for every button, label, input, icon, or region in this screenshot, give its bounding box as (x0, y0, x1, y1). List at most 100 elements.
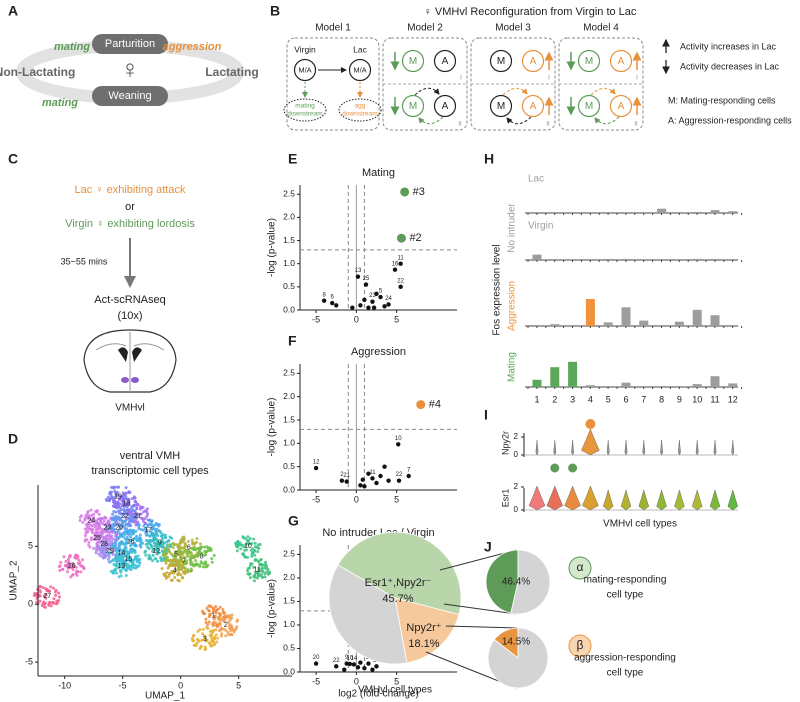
point (358, 303, 363, 308)
x-tick-label: 5 (236, 680, 241, 690)
cell-dot (196, 638, 200, 642)
label: agg (355, 103, 366, 110)
cell-dot (107, 555, 111, 559)
cell-dot (150, 559, 154, 563)
cell-dot (208, 613, 212, 617)
cell-dot (211, 624, 215, 628)
cell-dot (101, 555, 105, 559)
cell-dot (216, 607, 220, 611)
point (382, 464, 387, 469)
cell-dot (160, 567, 164, 571)
cell-dot (180, 567, 184, 571)
cell-dot (163, 536, 167, 540)
cell-dot (230, 613, 234, 617)
cell-dot (224, 634, 228, 638)
cell-dot (245, 569, 249, 573)
cell-dot (171, 546, 175, 550)
cell-dot (145, 514, 149, 518)
cell-dot (213, 614, 217, 618)
cell-dot (186, 539, 190, 543)
cell-dot (44, 593, 48, 597)
cell-dot (57, 591, 61, 595)
cell-dot (118, 524, 122, 528)
cluster (32, 584, 61, 609)
cluster-label: 26 (68, 563, 76, 570)
label: mating (54, 41, 90, 53)
cell-dot (122, 535, 126, 539)
significance-dot (550, 463, 560, 473)
bar (550, 367, 560, 387)
point (362, 297, 367, 303)
cell-dot (179, 573, 183, 577)
violin (713, 439, 717, 456)
cell-dot (198, 647, 202, 651)
cell-dot (88, 545, 92, 549)
cell-dot (52, 601, 56, 605)
cell-dot (83, 539, 87, 543)
label: transcriptomic cell types (91, 465, 209, 477)
cell-dot (46, 589, 50, 593)
cell-dot (85, 526, 89, 530)
bar (621, 307, 631, 326)
cell-dot (207, 608, 211, 612)
cell-dot (121, 556, 125, 560)
cell-dot (130, 519, 134, 523)
stage-box (92, 86, 168, 106)
cell-dot (121, 562, 125, 566)
label: M/A (298, 65, 311, 74)
label: M/A (353, 65, 366, 74)
legend-text: A: Aggression-responding cells (668, 115, 792, 125)
x-tick-label: 5 (606, 394, 611, 404)
panel-letter: H (484, 151, 494, 167)
cell-dot (136, 565, 140, 569)
point-label: 16 (392, 261, 399, 267)
x-tick-label: 9 (677, 394, 682, 404)
point (374, 291, 379, 296)
point (360, 477, 365, 482)
cell-dot (108, 524, 112, 528)
cell-dot (87, 514, 91, 518)
cell-dot (106, 557, 110, 561)
cell-dot (133, 549, 137, 553)
label: A (618, 101, 625, 112)
cell-dot (127, 553, 131, 557)
cell-dot (111, 512, 115, 516)
y-tick-label: 2 (514, 482, 519, 491)
cell-dot (180, 564, 184, 568)
label: Virgin ♀ exhibiting lordosis (65, 218, 195, 230)
cell-dot (113, 538, 117, 542)
cell-dot (119, 512, 123, 516)
cell-dot (93, 525, 97, 529)
cell-dot (205, 545, 209, 549)
cluster (160, 558, 189, 583)
cell-dot (138, 561, 142, 565)
cell-dot (169, 578, 173, 582)
label: mating-responding (584, 575, 667, 586)
cell-dot (173, 576, 177, 580)
cell-dot (177, 545, 181, 549)
cell-dot (203, 549, 207, 553)
cell-dot (113, 530, 117, 534)
cell-dot (119, 569, 123, 573)
point-label: 11 (369, 470, 376, 476)
y-tick-label: 1.0 (283, 619, 295, 629)
cell-dot (120, 541, 124, 545)
point (347, 661, 353, 667)
cell-dot (135, 534, 139, 538)
cluster (109, 553, 135, 579)
point (358, 483, 363, 488)
point (396, 442, 401, 447)
point (396, 478, 402, 483)
label: Lac ♀ exhibiting attack (75, 184, 186, 196)
cell-dot (157, 551, 161, 555)
cell-dot (220, 632, 224, 636)
cell-dot (172, 554, 176, 558)
cell-dot (111, 553, 115, 557)
cell-node (433, 49, 457, 73)
cell-dot (113, 489, 117, 493)
cell-dot (214, 609, 218, 613)
point (355, 665, 361, 670)
cell-dot (235, 549, 239, 553)
cell-dot (217, 629, 221, 633)
cell-dot (121, 519, 125, 523)
